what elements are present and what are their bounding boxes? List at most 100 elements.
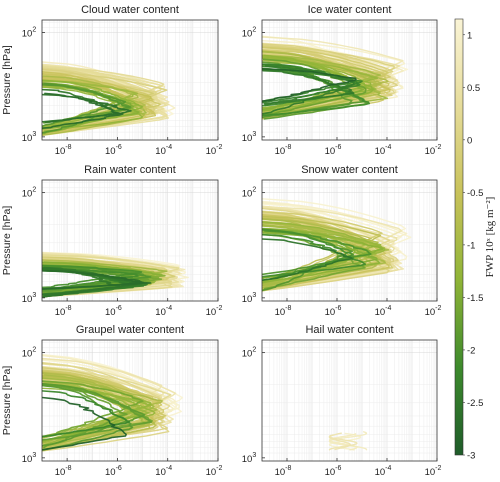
profile-line (262, 65, 355, 115)
profile-line (42, 264, 152, 291)
profile-line (262, 238, 353, 282)
profiles (262, 35, 409, 120)
profile-line (42, 396, 127, 451)
x-tick-label: 10-4 (375, 305, 392, 318)
colorbar-tick-label: -0.5 (467, 188, 483, 199)
y-tick-label: 102 (242, 27, 257, 40)
x-tick-labels: 10-8 10-6 10-4 10-2 (275, 458, 442, 478)
panel-title: Rain water content (84, 164, 176, 176)
plot-frame (41, 339, 219, 462)
colorbar-tick-label: -3 (467, 451, 475, 462)
y-tick-labels: 102 103 (242, 347, 265, 465)
colorbar-tick-label: 1 (467, 30, 472, 41)
profile-line (328, 433, 358, 451)
x-tick-labels: 10-8 10-6 10-4 10-2 (55, 298, 223, 318)
y-tick-label: 102 (242, 347, 257, 360)
panel-title: Hail water content (305, 324, 393, 336)
profiles (262, 198, 412, 292)
y-tick-labels: 102 103 (242, 27, 265, 144)
profile-line (262, 58, 367, 116)
profile-line (42, 269, 145, 290)
profile-line (262, 228, 355, 281)
y-tick-label: 103 (22, 131, 37, 144)
profile-line (262, 233, 367, 278)
y-tick-labels: 102 103 (22, 347, 45, 465)
x-tick-labels: 10-8 10-6 10-4 10-2 (55, 137, 223, 157)
colorbar-label: FWP 10ˣ [kg m⁻²] (484, 197, 496, 278)
x-tick-label: 10-2 (206, 465, 223, 478)
x-tick-label: 10-8 (55, 305, 72, 318)
profile-line (42, 380, 144, 438)
colorbar-tick-label: -2 (467, 345, 475, 356)
profile-line (262, 233, 366, 290)
profile-line (262, 63, 361, 104)
plot-frame (41, 19, 219, 141)
profiles (42, 251, 189, 298)
panel-title: Snow water content (301, 164, 398, 176)
x-tick-label: 10-6 (325, 305, 342, 318)
panel-hail-water-content: Hail water content 10-8 10-6 10-4 10-2 102 103… (242, 324, 442, 482)
y-tick-label: 102 (22, 27, 37, 40)
x-tick-label: 10-4 (375, 465, 392, 478)
x-tick-label: 10-2 (425, 305, 442, 318)
y-axis-label: Pressure [hPa] (1, 206, 13, 276)
profile-line (262, 68, 357, 102)
x-tick-labels: 10-8 10-6 10-4 10-2 (275, 298, 442, 318)
profile-line (42, 383, 153, 441)
y-tick-label: 102 (242, 187, 257, 200)
x-tick-label: 10-6 (105, 305, 122, 318)
profile-line (328, 434, 358, 451)
profiles (42, 353, 184, 452)
y-axis-label: Pressure [hPa] (1, 366, 13, 436)
x-tick-label: 10-6 (325, 465, 342, 478)
plot-frame (261, 179, 438, 302)
profile-line (42, 93, 132, 123)
panel-snow-water-content: Snow water content 10-8 10-6 10-4 10-2 102 103 (242, 164, 442, 318)
x-tick-label: 10-6 (105, 465, 122, 478)
x-tick-label: 10-4 (155, 144, 172, 157)
y-tick-labels: 102 103 (22, 27, 45, 144)
colorbar-tick-label: 0.5 (467, 83, 480, 94)
panel-title: Graupel water content (76, 324, 184, 336)
y-tick-label: 103 (22, 292, 37, 305)
y-tick-label: 103 (242, 131, 257, 144)
colorbar-tick-label: -2.5 (467, 398, 483, 409)
panel-graupel-water-content: Graupel water content 10-8 10-6 10-4 10-2 102… (1, 324, 223, 482)
y-tick-label: 103 (242, 452, 257, 465)
x-tick-label: 10-4 (155, 305, 172, 318)
colorbar-tick-label: -1.5 (467, 293, 483, 304)
profile-line (42, 79, 144, 135)
y-tick-label: 102 (22, 187, 37, 200)
y-tick-label: 102 (22, 347, 37, 360)
colorbar: 1 0.5 0 -0.5 -1 -1.5 -2 -2.5 -3 FWP 10ˣ [kg m⁻²] (454, 18, 496, 462)
x-tick-label: 10-4 (375, 144, 392, 157)
profiles (328, 431, 368, 451)
profile-line (42, 86, 143, 132)
x-tick-label: 10-8 (55, 465, 72, 478)
profile-line (42, 387, 152, 438)
panel-rain-water-content: Rain water content 10-8 10-6 10-4 10-2 102 103… (1, 164, 223, 318)
profile-line (42, 390, 131, 438)
plot-frame (261, 339, 438, 462)
profile-line (262, 68, 371, 117)
x-tick-label: 10-8 (275, 305, 292, 318)
y-axis-label: Pressure [hPa] (1, 45, 13, 115)
x-tick-label: 10-2 (206, 305, 223, 318)
y-tick-labels: 102 103 (242, 187, 265, 305)
y-tick-label: 103 (22, 452, 37, 465)
profile-line (42, 383, 146, 447)
y-tick-label: 103 (242, 292, 257, 305)
panel-ice-water-content: Ice water content 10-8 10-6 10-4 10-2 102 103 (242, 4, 442, 157)
panel-title: Ice water content (308, 4, 392, 16)
profiles (42, 61, 176, 137)
profile-line (262, 230, 381, 284)
grid (262, 340, 437, 461)
x-tick-label: 10-6 (325, 144, 342, 157)
x-tick-label: 10-2 (206, 144, 223, 157)
y-tick-labels: 102 103 (22, 187, 45, 305)
x-tick-labels: 10-8 10-6 10-4 10-2 (55, 458, 223, 478)
x-tick-label: 10-2 (425, 465, 442, 478)
x-tick-label: 10-8 (275, 465, 292, 478)
